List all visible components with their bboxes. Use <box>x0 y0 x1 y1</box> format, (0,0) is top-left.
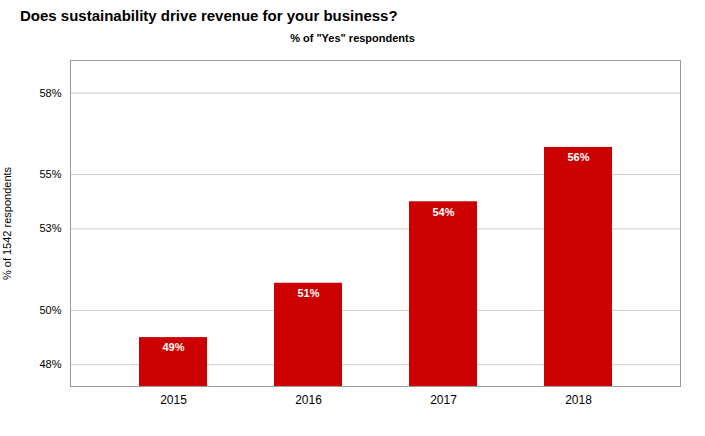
svg-text:50%: 50% <box>39 304 61 316</box>
svg-text:49%: 49% <box>162 341 184 353</box>
svg-text:2015: 2015 <box>160 393 187 407</box>
svg-text:48%: 48% <box>39 358 61 370</box>
svg-text:54%: 54% <box>432 206 454 218</box>
svg-text:51%: 51% <box>297 287 319 299</box>
svg-text:58%: 58% <box>39 87 61 99</box>
html-text:% of "Yes" respondents: % of "Yes" respondents <box>290 32 415 44</box>
svg-text:2018: 2018 <box>565 393 592 407</box>
svg-text:2017: 2017 <box>430 393 457 407</box>
svg-text:56%: 56% <box>567 151 589 163</box>
svg-text:% of 1542 respondents: % of 1542 respondents <box>1 166 13 280</box>
svg-text:55%: 55% <box>39 168 61 180</box>
html-text:Does sustainability drive reve: Does sustainability drive revenue for yo… <box>20 7 398 24</box>
svg-text:2016: 2016 <box>295 393 322 407</box>
svg-text:53%: 53% <box>39 222 61 234</box>
